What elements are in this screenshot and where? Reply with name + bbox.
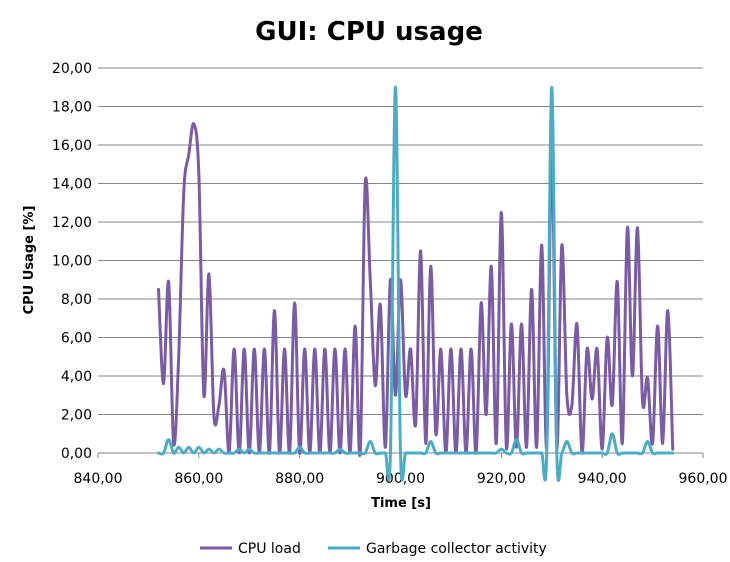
x-tick-label: 840,00 <box>74 471 123 487</box>
y-tick-label: 8,00 <box>61 292 92 308</box>
y-tick-label: 16,00 <box>52 138 92 154</box>
legend-label-garbage-collector: Garbage collector activity <box>366 541 547 557</box>
y-tick-label: 6,00 <box>61 331 92 347</box>
y-tick-label: 4,00 <box>61 369 92 385</box>
y-axis-label: CPU Usage [%] <box>22 206 37 315</box>
legend: CPU load Garbage collector activity <box>200 541 547 557</box>
x-tick-label: 960,00 <box>679 471 728 487</box>
legend-label-cpu-load: CPU load <box>238 541 301 557</box>
x-tick-label: 940,00 <box>578 471 627 487</box>
y-tick-label: 10,00 <box>52 254 92 270</box>
series-line-cpu-load <box>159 124 673 456</box>
y-tick-label: 0,00 <box>61 446 92 462</box>
y-tick-label: 12,00 <box>52 215 92 231</box>
y-tick-label: 18,00 <box>52 100 92 116</box>
y-axis-ticks: 0,00 2,00 4,00 6,00 8,00 10,00 12,00 14,00 16,00… <box>52 61 92 462</box>
x-tick-label: 920,00 <box>477 471 526 487</box>
x-tick-label: 880,00 <box>275 471 324 487</box>
x-axis-label: Time [s] <box>371 496 431 511</box>
x-tick-label: 860,00 <box>174 471 223 487</box>
y-tick-label: 2,00 <box>61 408 92 424</box>
y-tick-label: 14,00 <box>52 177 92 193</box>
chart-title: GUI: CPU usage <box>255 17 483 47</box>
series-lines <box>159 87 673 480</box>
y-tick-label: 20,00 <box>52 61 92 77</box>
